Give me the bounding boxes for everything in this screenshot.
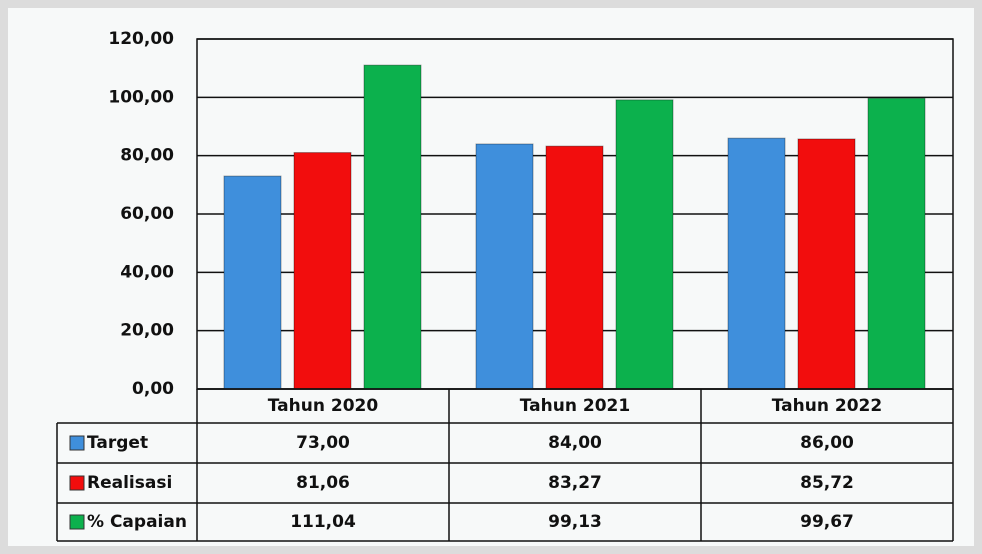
bar xyxy=(545,145,604,390)
table-value: 83,27 xyxy=(548,473,602,493)
bar xyxy=(363,64,422,390)
y-tick-label: 80,00 xyxy=(120,146,174,166)
legend-marker xyxy=(69,435,85,451)
bar xyxy=(293,152,352,390)
table-value: 81,06 xyxy=(296,473,350,493)
legend-label: % Capaian xyxy=(87,512,187,532)
bar xyxy=(223,175,282,390)
x-tick-label: Tahun 2020 xyxy=(268,396,379,416)
table-value: 99,13 xyxy=(548,512,602,532)
table-value: 73,00 xyxy=(296,433,350,453)
x-tick-label: Tahun 2022 xyxy=(772,396,882,416)
table-value: 111,04 xyxy=(290,512,356,532)
legend-marker xyxy=(69,514,85,530)
table-value: 99,67 xyxy=(800,512,854,532)
bar xyxy=(727,137,786,390)
bar xyxy=(475,143,534,390)
y-tick-label: 60,00 xyxy=(120,204,174,224)
y-tick-label: 120,00 xyxy=(108,29,174,49)
table-value: 86,00 xyxy=(800,433,854,453)
table-value: 84,00 xyxy=(548,433,602,453)
legend-label: Target xyxy=(87,433,148,453)
table-value: 85,72 xyxy=(800,473,854,493)
y-tick-label: 20,00 xyxy=(120,321,174,341)
legend-label: Realisasi xyxy=(87,473,172,493)
y-tick-label: 40,00 xyxy=(120,262,174,282)
x-tick-label: Tahun 2021 xyxy=(520,396,630,416)
y-tick-label: 100,00 xyxy=(108,87,174,107)
y-tick-label: 0,00 xyxy=(132,379,174,399)
bar xyxy=(867,97,926,390)
bar xyxy=(797,138,856,390)
bar xyxy=(615,99,674,390)
legend-marker xyxy=(69,475,85,491)
